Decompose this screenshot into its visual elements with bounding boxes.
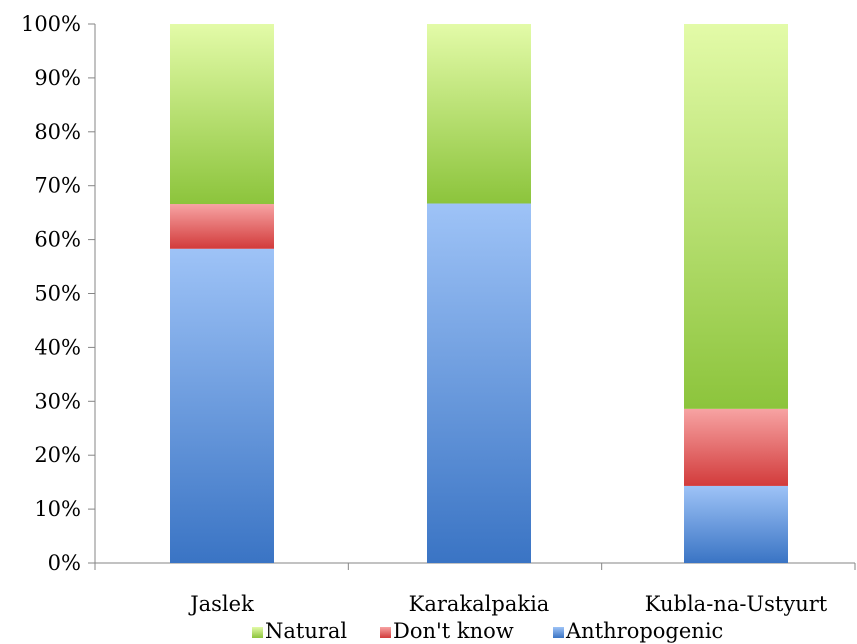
bar-don-t-know-kubla-na-ustyurt xyxy=(684,408,788,486)
legend-swatch-natural xyxy=(252,627,263,638)
y-tick-label: 10% xyxy=(34,497,81,521)
y-tick-label: 30% xyxy=(34,389,81,413)
y-tick-label: 90% xyxy=(34,66,81,90)
legend-label-natural: Natural xyxy=(265,619,347,643)
bar-anthropogenic-kubla-na-ustyurt xyxy=(684,485,788,563)
y-tick-label: 40% xyxy=(34,335,81,359)
bar-natural-kubla-na-ustyurt xyxy=(684,24,788,409)
x-category-label: Jaslek xyxy=(188,592,254,616)
x-category-label: Karakalpakia xyxy=(409,592,550,616)
y-tick-label: 80% xyxy=(34,120,81,144)
bar-anthropogenic-karakalpakia xyxy=(427,203,531,563)
y-tick-label: 50% xyxy=(34,282,81,306)
y-tick-label: 60% xyxy=(34,228,81,252)
legend-label-anthropogenic: Anthropogenic xyxy=(565,619,723,643)
y-tick-label: 100% xyxy=(21,12,81,36)
legend-swatch-don-t-know xyxy=(380,627,391,638)
y-tick-label: 20% xyxy=(34,443,81,467)
bar-natural-karakalpakia xyxy=(427,24,531,204)
chart-bars xyxy=(170,24,788,563)
chart-labels: 0% 10% 20% 30% 40% 50% 60% 70% 80% 90% 100% Jaslek K… xyxy=(21,12,828,616)
bar-anthropogenic-jaslek xyxy=(170,248,274,563)
legend-label-don-t-know: Don't know xyxy=(393,619,514,643)
x-category-label: Kubla-na-Ustyurt xyxy=(645,592,828,616)
y-tick-label: 70% xyxy=(34,174,81,198)
bar-natural-jaslek xyxy=(170,24,274,205)
bar-don-t-know-jaslek xyxy=(170,204,274,249)
y-tick-label: 0% xyxy=(48,551,81,575)
legend-swatch-anthropogenic xyxy=(553,627,564,638)
chart-legend: Natural Don't know Anthropogenic xyxy=(252,619,723,643)
